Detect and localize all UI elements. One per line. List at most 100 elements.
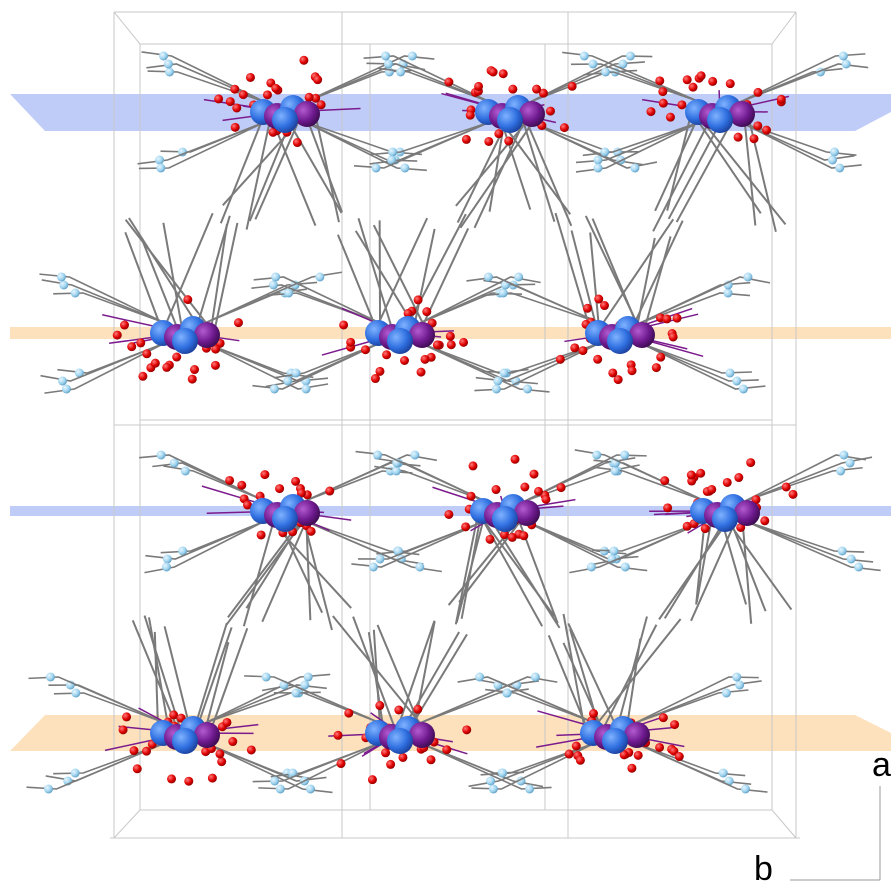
molecule-cluster [458, 614, 768, 794]
oxygen-atom [337, 759, 346, 768]
metal-atom-purple [514, 500, 540, 526]
metal-atom-blue [607, 328, 633, 354]
oxygen-atom [417, 368, 426, 377]
oxygen-atom [656, 353, 665, 362]
terminal-atom-light-blue [601, 68, 610, 77]
oxygen-atom [414, 295, 423, 304]
oxygen-atom [421, 355, 430, 364]
chain-bond [555, 213, 591, 333]
terminal-atom-light-blue [165, 68, 174, 77]
terminal-atom-light-blue [630, 164, 639, 173]
oxygen-atom [398, 753, 407, 762]
molecule-cluster [138, 52, 435, 230]
terminal-atom-light-blue [828, 156, 837, 165]
oxygen-atom [746, 458, 755, 467]
oxygen-atom [167, 774, 176, 783]
oxygen-atom [172, 353, 181, 362]
terminal-atom-light-blue [400, 164, 409, 173]
cell-edge [772, 12, 796, 44]
oxygen-atom [673, 314, 682, 323]
oxygen-atom [532, 85, 541, 94]
molecule-cluster [251, 214, 549, 393]
oxygen-atom [593, 355, 602, 364]
metal-atom-blue [497, 107, 523, 133]
oxygen-atom [368, 775, 377, 784]
chain-bond [228, 511, 308, 617]
oxygen-atom [666, 113, 675, 122]
oxygen-atom [461, 522, 470, 531]
metal-atom-purple [519, 101, 545, 127]
terminal-atom-light-blue [503, 689, 512, 698]
oxygen-atom [214, 94, 223, 103]
oxygen-atom [782, 482, 791, 491]
terminal-atom-light-blue [408, 52, 417, 61]
oxygen-atom [230, 85, 239, 94]
oxygen-atom [162, 363, 171, 372]
arm-bond [420, 284, 535, 323]
oxygen-atom [382, 350, 391, 359]
terminal-atom-light-blue [276, 785, 285, 794]
oxygen-atom [734, 473, 743, 482]
oxygen-atom [263, 90, 272, 99]
terminal-atom-light-blue [626, 52, 635, 61]
oxygen-atom [334, 731, 343, 740]
oxygen-atom [578, 346, 587, 355]
oxygen-atom [208, 774, 217, 783]
oxygen-atom [228, 737, 237, 746]
oxygen-atom [381, 748, 390, 757]
oxygen-atom [184, 777, 193, 786]
molecule-cluster [562, 52, 868, 232]
oxygen-atom [646, 107, 655, 116]
oxygen-atom [234, 318, 243, 327]
arm-bond [305, 471, 412, 501]
molecule-clusters [27, 52, 881, 794]
terminal-atom-light-blue [594, 156, 603, 165]
terminal-atom-light-blue [373, 451, 382, 460]
metal-atom-purple [294, 101, 320, 127]
terminal-atom-light-blue [492, 385, 501, 394]
terminal-atom-light-blue [369, 563, 378, 572]
terminal-atom-light-blue [269, 281, 278, 290]
molecule-cluster [569, 450, 880, 624]
terminal-atom-light-blue [719, 769, 728, 778]
oxygen-atom [386, 760, 395, 769]
oxygen-atom [701, 524, 710, 533]
oxygen-atom [462, 725, 471, 734]
terminal-atom-light-blue [499, 289, 508, 298]
oxygen-atom [422, 307, 431, 316]
oxygen-atom [628, 366, 637, 375]
oxygen-atom [655, 743, 664, 752]
metal-atom-purple [409, 322, 435, 348]
oxygen-atom [119, 725, 128, 734]
oxygen-atom [669, 332, 678, 341]
oxygen-atom [275, 484, 284, 493]
oxygen-atom [608, 368, 617, 377]
molecule-cluster [351, 451, 647, 628]
metal-atom-blue [387, 328, 413, 354]
oxygen-atom [572, 741, 581, 750]
molecule-cluster [244, 616, 557, 793]
terminal-atom-light-blue [580, 52, 589, 61]
oxygen-atom [190, 365, 199, 374]
terminal-atom-light-blue [739, 385, 748, 394]
terminal-atom-light-blue [600, 148, 609, 157]
arm-bond [152, 463, 265, 501]
cell-edge [772, 810, 796, 838]
oxygen-atom [655, 76, 664, 85]
metal-atom-blue [172, 328, 198, 354]
terminal-atom-light-blue [315, 273, 324, 282]
oxygen-atom [151, 359, 160, 368]
oxygen-atom [142, 349, 151, 358]
terminal-atom-light-blue [723, 289, 732, 298]
terminal-atom-light-blue [46, 673, 55, 682]
oxygen-atom [344, 709, 353, 718]
oxygen-atom [484, 137, 493, 146]
terminal-atom-light-blue [846, 459, 855, 468]
oxygen-atom [113, 331, 122, 340]
oxygen-atom [305, 93, 314, 102]
terminal-atom-light-blue [588, 60, 597, 69]
oxygen-atom [749, 134, 758, 143]
terminal-atom-light-blue [531, 673, 540, 682]
oxygen-atom [142, 747, 151, 756]
